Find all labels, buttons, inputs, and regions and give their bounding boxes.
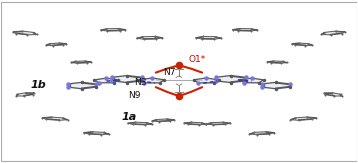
Polygon shape [290,117,316,120]
Polygon shape [184,122,206,125]
Polygon shape [68,82,96,89]
Polygon shape [292,43,312,46]
Polygon shape [206,122,230,125]
Polygon shape [46,43,66,46]
Text: N3: N3 [134,78,147,87]
Polygon shape [216,75,246,83]
Polygon shape [324,93,342,96]
Text: N7: N7 [163,68,175,77]
Polygon shape [267,61,287,63]
Polygon shape [13,31,37,35]
Polygon shape [71,61,91,63]
Polygon shape [194,78,219,83]
Text: N9: N9 [128,91,140,100]
Polygon shape [84,132,109,135]
Polygon shape [196,37,221,39]
Polygon shape [249,132,274,135]
Text: O1*: O1* [189,55,206,64]
Polygon shape [42,117,68,120]
Polygon shape [262,82,290,89]
Polygon shape [139,78,164,83]
Text: 1b: 1b [31,80,47,90]
Polygon shape [128,122,152,125]
Polygon shape [152,119,174,122]
Polygon shape [16,93,34,96]
Polygon shape [240,78,263,83]
Polygon shape [137,37,162,39]
Polygon shape [233,29,257,31]
Polygon shape [321,31,345,35]
Polygon shape [112,75,142,83]
Polygon shape [95,78,118,83]
Polygon shape [101,29,125,31]
Text: 1a: 1a [121,112,136,122]
